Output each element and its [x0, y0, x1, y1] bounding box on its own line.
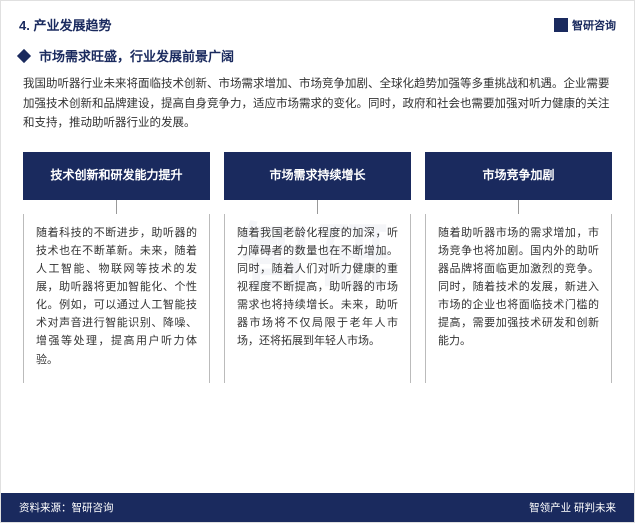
footer-bar: 资料来源：智研咨询 智领产业 研判未来 [1, 493, 634, 522]
brand-top: 智研咨询 [554, 17, 616, 33]
card: 市场竞争加剧 随着助听器市场的需求增加，市场竞争也将加剧。国内外的助听器品牌将面… [425, 152, 612, 383]
card: 市场需求持续增长 随着我国老龄化程度的加深，听力障碍者的数量也在不断增加。同时，… [224, 152, 411, 383]
card-body: 随着我国老龄化程度的加深，听力障碍者的数量也在不断增加。同时，随着人们对听力健康… [224, 214, 411, 383]
card-connector [23, 200, 210, 214]
brand-name: 智研咨询 [572, 17, 616, 33]
brand-icon [554, 18, 568, 32]
card-body: 随着助听器市场的需求增加，市场竞争也将加剧。国内外的助听器品牌将面临更加激烈的竞… [425, 214, 612, 383]
subtitle-row: 市场需求旺盛，行业发展前景广阔 [1, 42, 634, 75]
cards-container: 技术创新和研发能力提升 随着科技的不断进步，助听器的技术也在不断革新。未来，随着… [1, 152, 634, 383]
card-title: 市场需求持续增长 [224, 152, 411, 200]
section-title-text: 产业发展趋势 [33, 18, 111, 33]
footer-source: 资料来源：智研咨询 [19, 500, 114, 515]
card-connector [224, 200, 411, 214]
header-row: 4. 产业发展趋势 智研咨询 [1, 1, 634, 42]
subtitle-text: 市场需求旺盛，行业发展前景广阔 [39, 46, 234, 65]
footer-tagline: 智领产业 研判未来 [529, 500, 616, 515]
intro-paragraph: 我国助听器行业未来将面临技术创新、市场需求增加、市场竞争加剧、全球化趋势加强等多… [1, 75, 634, 152]
card-connector [425, 200, 612, 214]
source-label: 资料来源： [19, 502, 72, 514]
card: 技术创新和研发能力提升 随着科技的不断进步，助听器的技术也在不断革新。未来，随着… [23, 152, 210, 383]
section-title: 4. 产业发展趋势 [19, 15, 111, 34]
source-name: 智研咨询 [72, 502, 114, 514]
card-title: 技术创新和研发能力提升 [23, 152, 210, 200]
diamond-icon [17, 48, 31, 62]
section-number: 4. [19, 18, 33, 33]
card-title: 市场竞争加剧 [425, 152, 612, 200]
card-body: 随着科技的不断进步，助听器的技术也在不断革新。未来，随着人工智能、物联网等技术的… [23, 214, 210, 383]
